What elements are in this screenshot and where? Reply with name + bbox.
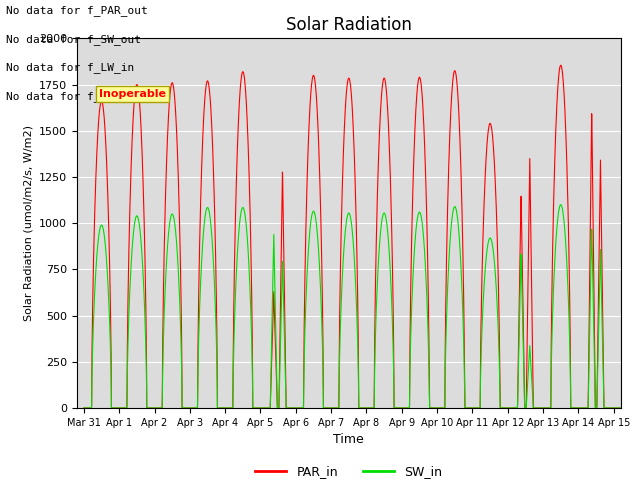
Legend: PAR_in, SW_in: PAR_in, SW_in xyxy=(250,460,447,480)
Text: No data for f_LW_in: No data for f_LW_in xyxy=(6,62,134,73)
Text: Inoperable: Inoperable xyxy=(99,89,166,99)
Y-axis label: Solar Radiation (umol/m2/s, W/m2): Solar Radiation (umol/m2/s, W/m2) xyxy=(24,125,33,321)
X-axis label: Time: Time xyxy=(333,433,364,446)
Text: No data for f_LW_out: No data for f_LW_out xyxy=(6,91,141,102)
Text: No data for f_SW_out: No data for f_SW_out xyxy=(6,34,141,45)
Text: No data for f_PAR_out: No data for f_PAR_out xyxy=(6,5,148,16)
Title: Solar Radiation: Solar Radiation xyxy=(286,16,412,34)
